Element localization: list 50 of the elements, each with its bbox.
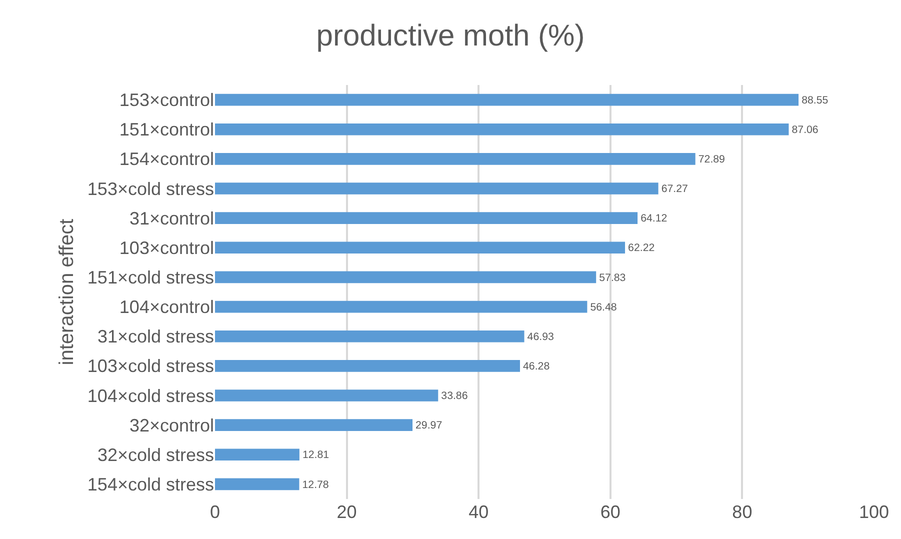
- chart-title: productive moth (%): [316, 19, 585, 52]
- y-tick-label: 32×control: [129, 415, 214, 436]
- bar: [215, 390, 438, 402]
- y-tick-label: 32×cold stress: [97, 444, 214, 465]
- data-label: 29.97: [416, 420, 442, 432]
- data-label: 46.93: [527, 330, 554, 343]
- bar: [215, 300, 588, 313]
- bar: [215, 242, 626, 254]
- x-tick-label: 100: [858, 502, 890, 522]
- data-label: 72.89: [698, 153, 726, 166]
- data-label: 62.22: [628, 242, 655, 254]
- y-tick-label: 104×cold stress: [87, 386, 214, 406]
- data-label: 67.27: [661, 183, 688, 196]
- y-tick-label: 153×control: [119, 90, 214, 110]
- bar: [215, 330, 524, 342]
- bar: [215, 271, 596, 284]
- y-tick-label: 154×control: [119, 149, 214, 170]
- data-label: 56.48: [590, 301, 617, 314]
- y-tick-label: 31×cold stress: [97, 326, 214, 347]
- bar: [215, 360, 520, 372]
- y-tick-label: 104×control: [119, 297, 214, 318]
- bar: [215, 212, 638, 224]
- x-tick-label: 0: [210, 502, 220, 522]
- data-label: 46.28: [523, 360, 550, 372]
- x-tick-label: 20: [336, 502, 357, 522]
- y-tick-label: 151×control: [119, 120, 214, 140]
- x-tick-label: 40: [468, 502, 489, 522]
- data-label: 88.55: [802, 94, 828, 106]
- data-label: 64.12: [640, 212, 668, 225]
- bar: [215, 478, 300, 490]
- bar: [215, 448, 300, 461]
- bar: [215, 123, 789, 136]
- data-label: 33.86: [441, 390, 468, 402]
- y-tick-label: 151×cold stress: [87, 268, 214, 288]
- bar: [215, 182, 658, 194]
- y-tick-label: 153×cold stress: [87, 178, 214, 199]
- y-tick-label: 103×cold stress: [87, 356, 214, 376]
- y-tick-label: 31×control: [129, 208, 214, 228]
- y-axis-title: interaction effect: [56, 218, 78, 366]
- y-tick-label: 154×cold stress: [87, 474, 214, 495]
- y-tick-label: 103×control: [119, 238, 214, 258]
- bar: [215, 153, 696, 165]
- x-tick-label: 60: [600, 502, 620, 522]
- bar: [215, 94, 799, 106]
- data-label: 12.81: [302, 449, 330, 462]
- x-tick-label: 80: [732, 502, 752, 522]
- data-label: 57.83: [599, 272, 626, 284]
- data-label: 87.06: [792, 124, 818, 136]
- data-label: 12.78: [302, 478, 329, 491]
- bar: [215, 419, 412, 431]
